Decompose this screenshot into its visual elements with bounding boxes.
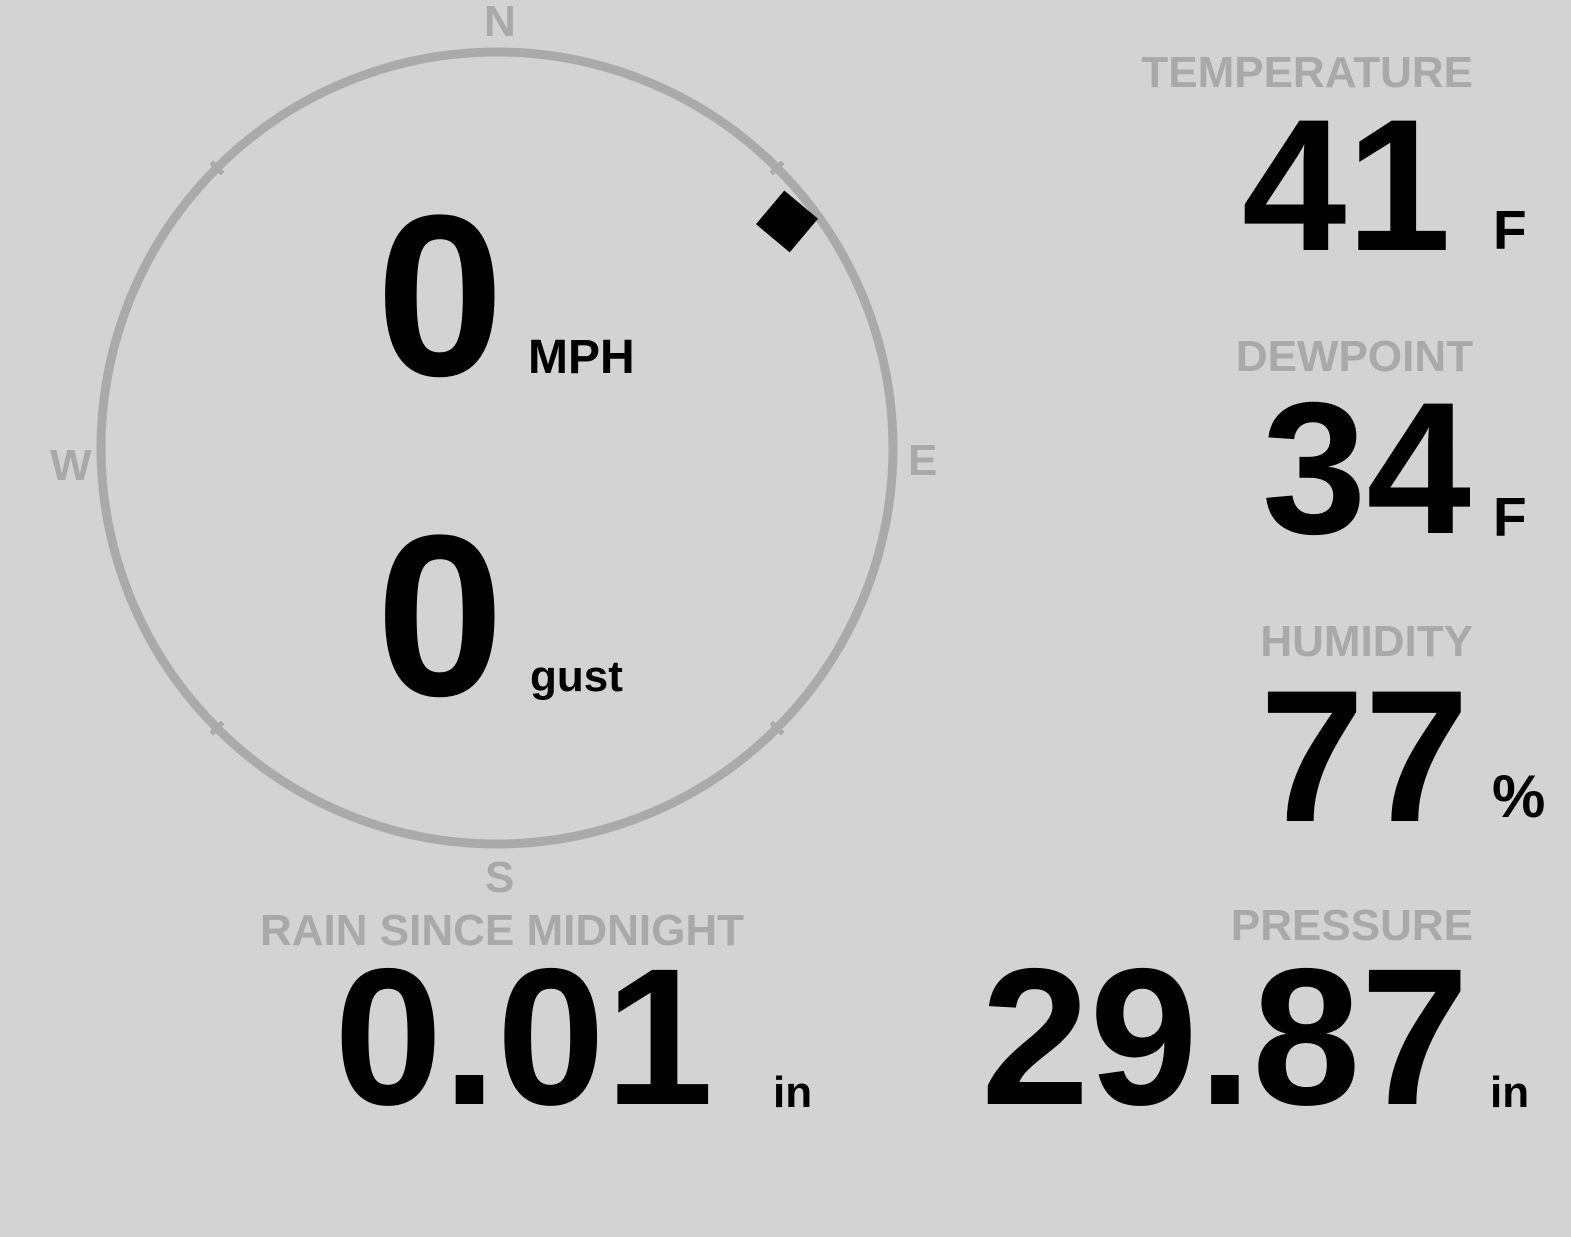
wind-gust-unit: gust (530, 652, 623, 701)
compass-tick (209, 160, 225, 176)
compass-south-label: S (485, 853, 515, 902)
wind-speed-unit: MPH (528, 331, 635, 384)
rain-value: 0.01 (334, 928, 714, 1146)
wind-speed-value: 0 (376, 167, 504, 424)
dewpoint-unit: F (1493, 486, 1527, 548)
wind-gust-value: 0 (376, 487, 504, 744)
humidity-value: 77 (1259, 651, 1469, 861)
temperature-unit: F (1493, 199, 1527, 261)
compass-west-label: W (50, 441, 92, 490)
compass-tick (769, 160, 785, 176)
pressure-unit: in (1490, 1068, 1530, 1117)
compass-tick (209, 720, 225, 736)
dewpoint-value: 34 (1261, 363, 1471, 573)
rain-unit: in (773, 1068, 813, 1117)
rain-label: RAIN SINCE MIDNIGHT (260, 906, 744, 955)
temperature-value: 41 (1241, 80, 1451, 290)
pressure-value: 29.87 (981, 928, 1469, 1146)
dewpoint-label: DEWPOINT (1235, 332, 1473, 381)
humidity-label: HUMIDITY (1260, 617, 1473, 666)
compass-ring (96, 47, 898, 849)
compass-north-label: N (484, 0, 516, 46)
compass-east-label: E (908, 436, 938, 485)
wind-direction-marker (755, 190, 818, 253)
temperature-label: TEMPERATURE (1141, 48, 1473, 97)
humidity-unit: % (1492, 763, 1546, 830)
compass-tick (769, 720, 785, 736)
pressure-label: PRESSURE (1230, 901, 1473, 950)
